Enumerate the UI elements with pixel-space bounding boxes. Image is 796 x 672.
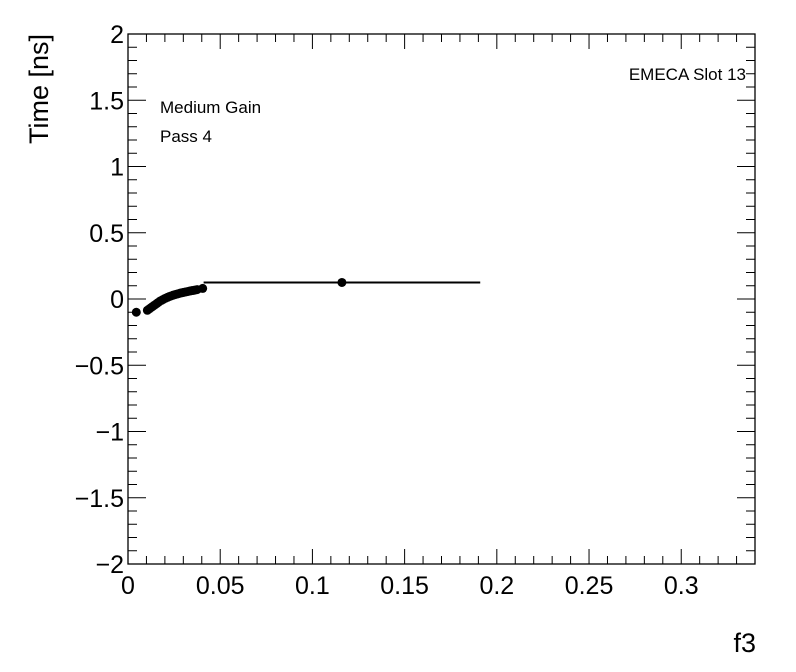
y-tick-label: −0.5	[75, 352, 124, 380]
y-tick-label: 2	[110, 21, 124, 49]
data-point	[337, 277, 347, 287]
gain-label: Medium Gain	[160, 98, 261, 117]
x-tick-label: 0.05	[196, 572, 245, 600]
y-axis-label: Time [ns]	[24, 34, 54, 144]
x-tick-label: 0.1	[295, 572, 330, 600]
x-tick-label: 0.25	[565, 572, 614, 600]
y-tick-labels: −2 −1.5 −1 −0.5 0 0.5 1 1.5 2	[75, 21, 124, 579]
y-tick-label: 0.5	[89, 220, 124, 248]
pass-label: Pass 4	[160, 127, 212, 146]
data-points	[131, 277, 481, 317]
y-tick-label: −1	[95, 419, 124, 447]
x-tick-label: 0.3	[664, 572, 699, 600]
y-tick-label: 0	[110, 286, 124, 314]
slot-label: EMECA Slot 13	[629, 65, 746, 84]
x-axis-label: f3	[733, 628, 756, 658]
data-point	[131, 307, 141, 317]
x-tick-label: 0.15	[380, 572, 429, 600]
y-tick-label: −1.5	[75, 485, 124, 513]
x-tick-label: 0	[121, 572, 135, 600]
y-tick-label: 1.5	[89, 87, 124, 115]
axis-ticks	[127, 33, 756, 565]
x-tick-labels: 0 0.05 0.1 0.15 0.2 0.25 0.3	[121, 572, 699, 600]
y-tick-label: −2	[95, 551, 124, 579]
data-point	[198, 283, 208, 293]
x-tick-label: 0.2	[479, 572, 514, 600]
y-tick-label: 1	[110, 154, 124, 182]
